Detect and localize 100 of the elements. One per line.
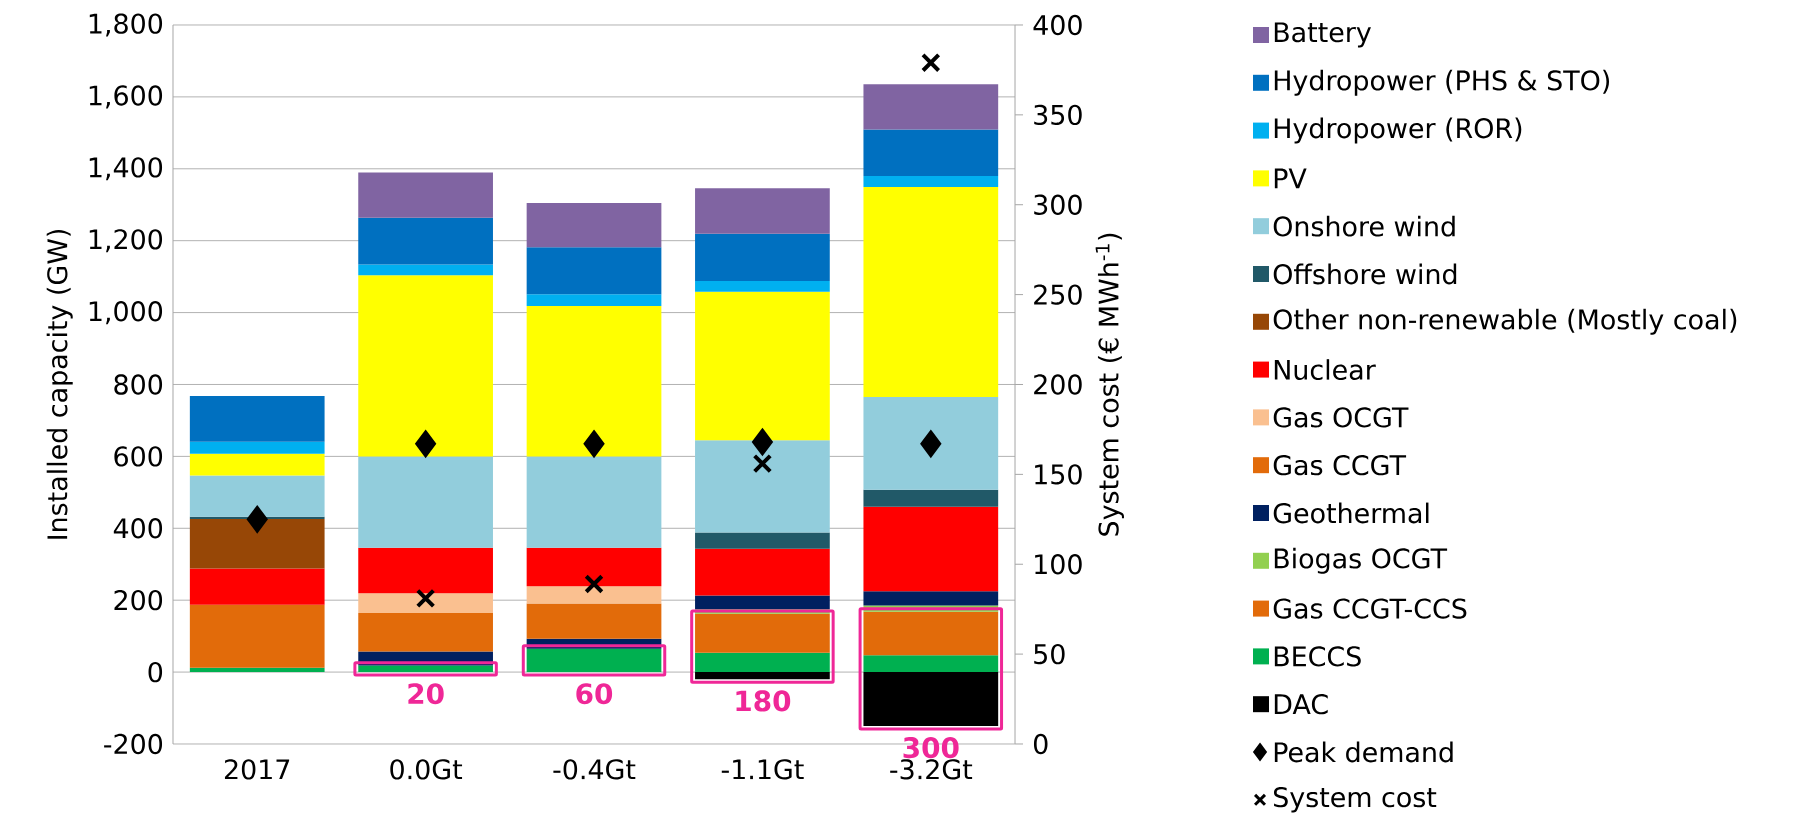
- y2-tick-label: 350: [1034, 104, 1082, 126]
- y-tick-label: 0: [148, 661, 163, 683]
- y-tick-label: 1,000: [89, 301, 163, 325]
- y-tick-label: 1,600: [89, 85, 163, 109]
- bar: [695, 652, 830, 673]
- legend-label: System cost: [1273, 787, 1437, 813]
- bar: [863, 187, 999, 398]
- y-tick-label: 1,200: [89, 229, 163, 253]
- bar: [863, 397, 999, 490]
- legend-label: Gas CCGT: [1273, 455, 1407, 476]
- y-tick-label: 600: [114, 446, 163, 467]
- y-tick-label: 1,400: [89, 157, 163, 181]
- bar: [526, 547, 662, 587]
- y2-tick-label: 300: [1034, 194, 1082, 215]
- point: [415, 430, 436, 457]
- bar: [189, 395, 325, 442]
- legend-label: Other non-renewable (Mostly coal): [1273, 308, 1737, 335]
- x-tick-label: -1.1Gt: [721, 759, 804, 780]
- bar: [863, 129, 999, 176]
- point: [920, 430, 942, 457]
- y2-tick-label: 50: [1034, 643, 1065, 665]
- bar: [695, 280, 830, 292]
- legend-label: Onshore wind: [1273, 215, 1455, 237]
- bar: [358, 275, 493, 457]
- legend-label: Gas OCGT: [1273, 407, 1409, 428]
- bar: [863, 655, 999, 673]
- point: [752, 429, 773, 455]
- legend-label: Gas CCGT-CCS: [1273, 598, 1467, 619]
- x-tick-label: -0.4Gt: [553, 759, 636, 780]
- bar: [863, 506, 999, 592]
- bar: [695, 548, 830, 596]
- bar: [358, 593, 493, 614]
- annotation: 180: [736, 690, 791, 712]
- legend-label: Peak demand: [1274, 741, 1453, 763]
- bar: [358, 456, 493, 548]
- bar: [189, 667, 325, 673]
- bar: [863, 611, 999, 656]
- bar: [695, 188, 830, 234]
- annotation: 20: [408, 683, 444, 705]
- legend-label: Nuclear: [1274, 359, 1376, 380]
- bar: [526, 603, 662, 639]
- bar: [189, 604, 325, 668]
- legend-label: Hydropower (ROR): [1274, 117, 1522, 144]
- point: [415, 588, 436, 609]
- bar: [695, 613, 830, 653]
- point: [583, 430, 605, 457]
- bar: [526, 294, 662, 307]
- y-tick-label: 400: [113, 518, 163, 539]
- bar: [526, 456, 662, 548]
- point: [752, 453, 773, 474]
- bar: [695, 532, 830, 549]
- x-tick-label: -3.2Gt: [890, 759, 973, 780]
- bar: [526, 586, 662, 604]
- annotation: 60: [576, 683, 613, 705]
- legend-label: Geothermal: [1273, 502, 1429, 524]
- bar: [863, 591, 999, 606]
- bar: [695, 672, 830, 680]
- legend-label: DAC: [1274, 694, 1328, 715]
- legend-label: Biogas OCGT: [1274, 547, 1448, 574]
- bar: [863, 489, 999, 507]
- bar: [358, 217, 493, 265]
- y2-tick-label: 400: [1033, 14, 1082, 36]
- legend-label: Battery: [1274, 22, 1371, 48]
- point: [921, 52, 941, 73]
- bar: [695, 291, 830, 441]
- bar: [358, 613, 493, 652]
- y-axis-title: Installed capacity (GW): [46, 229, 73, 539]
- bar: [863, 175, 999, 188]
- bar: [189, 568, 325, 605]
- y2-tick-label: 0: [1033, 733, 1048, 755]
- bar: [695, 595, 830, 610]
- y-tick-label: 1,800: [89, 13, 163, 37]
- bar: [189, 475, 325, 517]
- y2-tick-label: 250: [1034, 284, 1082, 305]
- point: [246, 506, 268, 533]
- bar: [526, 306, 662, 457]
- annotation: 300: [903, 737, 959, 759]
- point: [584, 574, 604, 594]
- bar: [863, 672, 999, 727]
- legend-label: BECCS: [1274, 646, 1361, 667]
- bar: [526, 202, 662, 248]
- legend-label: PV: [1274, 168, 1307, 189]
- bar: [189, 453, 325, 476]
- bar: [526, 247, 662, 295]
- x-tick-label: 0.0Gt: [390, 759, 463, 780]
- y2-tick-label: 150: [1035, 464, 1082, 485]
- legend-label: Offshore wind: [1273, 263, 1457, 285]
- y2-axis-title: System cost (€ MWh$^{-1}$): [1095, 233, 1124, 536]
- x-tick-label: 2017: [224, 759, 290, 780]
- bar: [358, 172, 493, 218]
- bar: [863, 84, 999, 130]
- bar: [358, 665, 493, 673]
- bar: [189, 441, 325, 454]
- bar: [358, 264, 493, 276]
- bar: [695, 233, 830, 281]
- y2-tick-label: 200: [1034, 374, 1082, 395]
- y2-tick-label: 100: [1035, 554, 1082, 575]
- y-tick-label: 200: [114, 590, 163, 611]
- legend-label: Hydropower (PHS & STO): [1274, 69, 1610, 96]
- bar: [358, 547, 493, 594]
